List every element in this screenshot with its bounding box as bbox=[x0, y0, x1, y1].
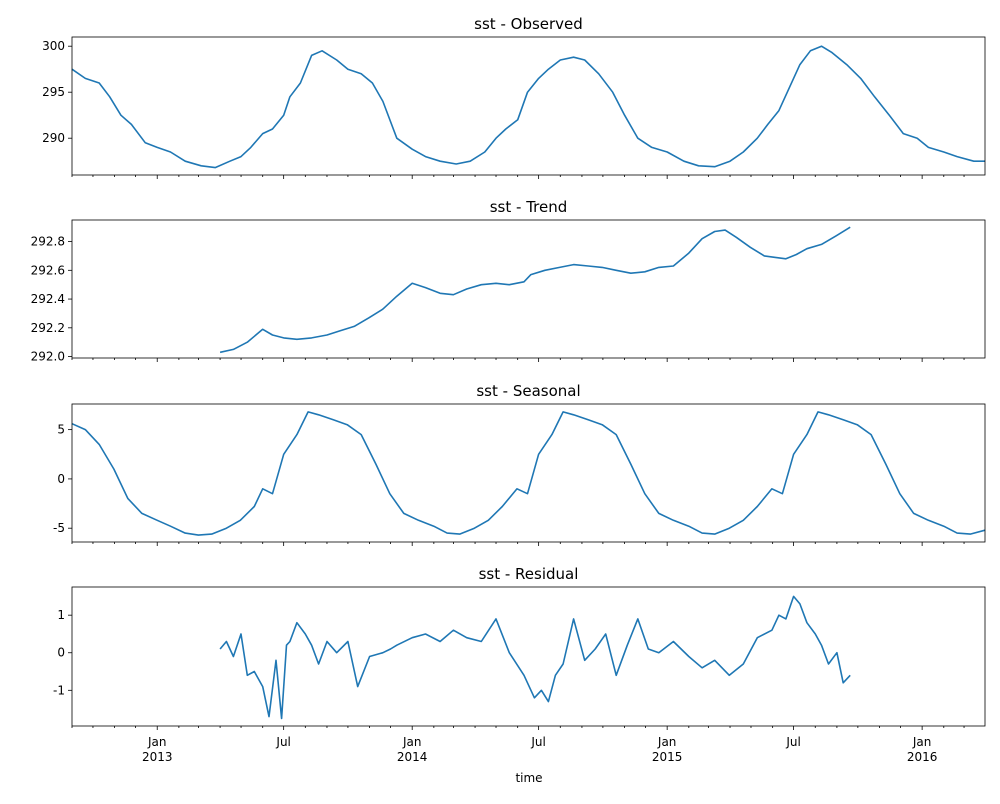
panel-title: sst - Residual bbox=[479, 565, 579, 583]
y-tick-label: 292.0 bbox=[31, 350, 65, 364]
panel-1: sst - Observed 290 295 300 bbox=[42, 15, 986, 179]
x-tick-year-label: 2015 bbox=[652, 750, 683, 764]
panel-3: sst - Seasonal -5 0 5 bbox=[53, 382, 986, 546]
y-tick-label: 1 bbox=[57, 608, 65, 622]
axes-frame bbox=[71, 403, 986, 543]
panel-title: sst - Seasonal bbox=[476, 382, 580, 400]
panel-title: sst - Observed bbox=[474, 15, 583, 33]
y-tick-label: -1 bbox=[53, 683, 65, 697]
series-line bbox=[219, 226, 851, 354]
axes-frame bbox=[71, 219, 986, 359]
y-tick-label: -5 bbox=[53, 521, 65, 535]
y-tick-label: 0 bbox=[57, 472, 65, 486]
x-tick-year-label: 2016 bbox=[907, 750, 938, 764]
y-tick-label: 300 bbox=[42, 39, 65, 53]
x-tick-label: Jan bbox=[657, 735, 677, 749]
y-tick-label: 0 bbox=[57, 646, 65, 660]
x-tick-year-label: 2014 bbox=[397, 750, 428, 764]
x-tick-label: Jul bbox=[530, 735, 545, 749]
y-tick-label: 5 bbox=[57, 423, 65, 437]
x-axis-label: time bbox=[515, 771, 542, 785]
x-tick-label: Jan bbox=[912, 735, 932, 749]
y-tick-label: 292.2 bbox=[31, 321, 65, 335]
series-line bbox=[71, 411, 986, 536]
x-tick-label: Jul bbox=[275, 735, 290, 749]
series-line bbox=[219, 595, 851, 720]
y-tick-label: 292.6 bbox=[31, 263, 65, 277]
panel-2: sst - Trend 292.0 292.2 292.4 292.6 292.8 bbox=[31, 198, 986, 364]
x-tick-label: Jan bbox=[402, 735, 422, 749]
y-tick-label: 295 bbox=[42, 85, 65, 99]
y-tick-label: 290 bbox=[42, 131, 65, 145]
x-tick-label: Jul bbox=[785, 735, 800, 749]
x-tick-year-label: 2013 bbox=[142, 750, 173, 764]
x-tick-label: Jan bbox=[147, 735, 167, 749]
y-tick-label: 292.4 bbox=[31, 292, 65, 306]
axes-frame bbox=[71, 36, 986, 176]
axes-frame bbox=[71, 586, 986, 727]
panels: sst - Observed 290 295 300 sst - Trend 292.0 2… bbox=[31, 15, 986, 764]
series-line bbox=[71, 45, 985, 169]
panel-title: sst - Trend bbox=[490, 198, 568, 216]
y-tick-label: 292.8 bbox=[31, 235, 65, 249]
